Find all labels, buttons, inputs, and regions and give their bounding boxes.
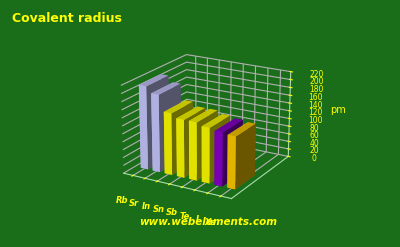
Text: Covalent radius: Covalent radius [12,12,122,25]
Text: www.webelements.com: www.webelements.com [139,217,277,227]
